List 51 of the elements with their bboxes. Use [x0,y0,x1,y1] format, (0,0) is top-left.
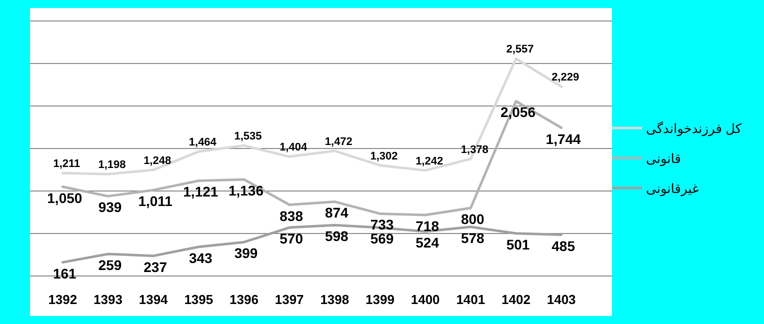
data-label: 1,404 [280,142,308,154]
x-tick-label: 1401 [456,292,486,307]
data-label: 800 [460,211,485,227]
data-label: 237 [144,258,168,275]
x-tick-label: 1392 [48,292,78,307]
x-tick-label: 1394 [138,292,169,307]
x-tick-label: 1403 [546,292,576,307]
data-label: 598 [324,228,349,244]
data-label: 1,464 [188,136,218,149]
x-tick-label: 1396 [230,292,258,307]
data-label: 1,198 [98,159,126,172]
x-tick-label: 1402 [502,292,530,307]
data-label: 1,136 [228,182,264,198]
data-label: 578 [460,230,485,246]
data-label: 1,121 [183,184,218,200]
data-label: 1,050 [47,190,82,206]
x-tick-label: 1395 [184,292,214,307]
data-label: 1,242 [416,155,444,168]
data-label: 2,229 [552,72,580,84]
data-label: 874 [324,204,349,221]
x-tick-label: 1400 [410,292,440,307]
data-label: 1,248 [144,154,172,167]
data-label: 343 [188,250,213,266]
x-tick-label: 1397 [274,292,304,307]
data-label: 1,535 [234,130,262,143]
data-label: 1,302 [370,150,398,162]
data-label: 399 [234,245,258,262]
data-label: 501 [506,236,530,252]
data-label: 1,378 [460,144,488,156]
data-label: 939 [98,199,122,216]
data-label: 259 [98,256,122,273]
data-label: 718 [416,218,440,234]
x-tick-label: 1398 [320,292,350,307]
x-tick-label: 1399 [366,292,394,307]
x-tick-label: 1393 [94,292,122,307]
data-label: 1,472 [324,136,352,148]
data-label: 733 [370,216,394,233]
data-label: 524 [416,234,440,250]
legend-label: قانونی [646,151,681,167]
data-label: 485 [552,238,576,254]
data-label: 569 [370,230,394,247]
data-label: 1,011 [138,193,173,210]
data-label: 161 [52,265,77,282]
legend-label: کل فرزندخواندگی [646,121,742,137]
data-label: 1,744 [546,130,582,147]
legend-label: غیرقانونی [646,181,700,197]
data-label: 2,056 [500,104,536,120]
data-label: 2,557 [506,44,534,56]
data-label: 570 [280,230,304,247]
data-label: 1,211 [53,158,80,170]
data-label: 838 [280,208,304,224]
